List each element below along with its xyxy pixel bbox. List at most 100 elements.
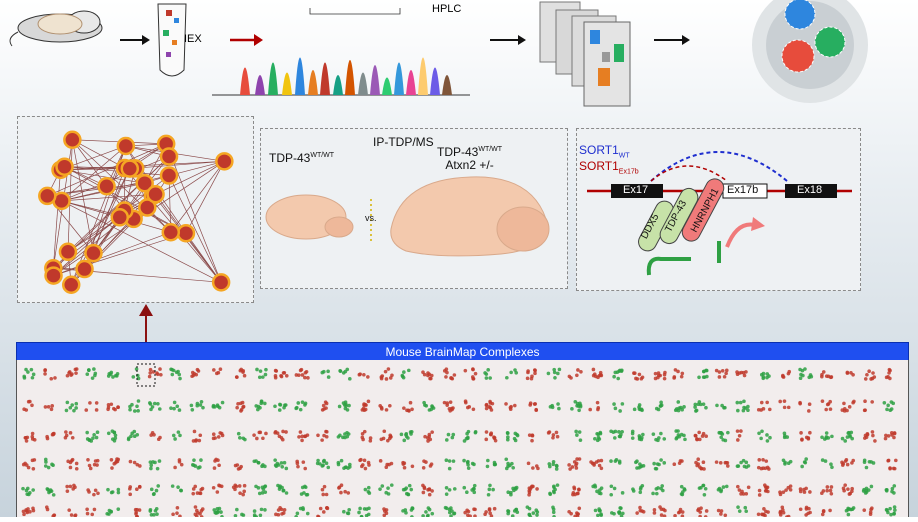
- complex-node: [27, 493, 31, 497]
- complex-cluster: [212, 507, 223, 517]
- complex-node: [149, 508, 153, 512]
- complex-node: [445, 458, 449, 462]
- complex-node: [465, 490, 469, 494]
- complex-node: [149, 460, 153, 464]
- complex-node: [758, 489, 762, 493]
- complex-node: [45, 505, 49, 509]
- complex-cluster: [885, 368, 892, 380]
- complex-node: [659, 432, 663, 436]
- complex-node: [169, 406, 173, 410]
- complex-node: [506, 490, 510, 494]
- complex-cluster: [357, 506, 371, 517]
- complex-node: [801, 374, 805, 378]
- complex-node: [95, 436, 99, 440]
- complex-node: [485, 407, 489, 411]
- complex-node: [513, 368, 517, 372]
- complex-node: [84, 408, 88, 412]
- complex-node: [26, 487, 30, 491]
- complex-node: [660, 513, 664, 517]
- complex-cluster: [462, 484, 476, 494]
- complex-node: [138, 485, 142, 489]
- complex-node: [283, 461, 287, 465]
- complex-cluster: [610, 506, 625, 517]
- complex-cluster: [632, 371, 644, 380]
- complex-node: [828, 509, 832, 513]
- complex-node: [74, 406, 78, 410]
- complex-node: [22, 510, 26, 514]
- complex-node: [871, 371, 875, 375]
- complex-node: [427, 488, 431, 492]
- complex-node: [705, 509, 709, 513]
- complex-node: [683, 438, 687, 442]
- complex-cluster: [276, 484, 288, 495]
- complex-node: [609, 459, 613, 463]
- complex-node: [326, 370, 330, 374]
- complex-node: [33, 458, 37, 462]
- complex-cluster: [191, 458, 203, 469]
- complex-node: [92, 493, 96, 497]
- complex-node: [533, 372, 537, 376]
- complex-node: [105, 512, 109, 516]
- complex-cluster: [652, 458, 666, 470]
- complex-node: [761, 458, 765, 462]
- complex-node: [53, 376, 57, 380]
- complex-node: [652, 462, 656, 466]
- complex-node: [106, 488, 110, 492]
- complex-node: [299, 408, 303, 412]
- complex-cluster: [252, 431, 267, 441]
- complex-node: [808, 490, 812, 494]
- complex-node: [799, 490, 803, 494]
- complex-node: [135, 404, 139, 408]
- complex-node: [218, 507, 222, 511]
- complex-node: [30, 403, 34, 407]
- complex-cluster: [736, 429, 743, 441]
- complex-node: [736, 429, 740, 433]
- complex-node: [199, 488, 203, 492]
- complex-node: [44, 464, 48, 468]
- complex-node: [323, 485, 327, 489]
- complex-cluster: [547, 368, 562, 380]
- complex-node: [170, 373, 174, 377]
- complex-node: [212, 368, 216, 372]
- complex-node: [697, 402, 701, 406]
- complex-node: [156, 373, 160, 377]
- network-panel: [17, 116, 254, 303]
- complex-node: [150, 488, 154, 492]
- complex-node: [600, 459, 604, 463]
- complex-node: [32, 373, 36, 377]
- complex-node: [655, 407, 659, 411]
- complex-node: [613, 487, 617, 491]
- complex-node: [864, 377, 868, 381]
- complex-node: [466, 513, 470, 517]
- complex-node: [781, 508, 785, 512]
- complex-node: [618, 506, 622, 510]
- complex-cluster: [85, 507, 96, 516]
- complex-node: [493, 436, 497, 440]
- complex-cluster: [506, 486, 518, 497]
- complex-node: [764, 489, 768, 493]
- complex-cluster: [694, 457, 706, 470]
- complex-node: [807, 409, 811, 413]
- complex-cluster: [86, 458, 99, 470]
- complex-node: [579, 438, 583, 442]
- complex-cluster: [107, 371, 119, 379]
- complex-node: [697, 375, 701, 379]
- complex-node: [888, 377, 892, 381]
- hplc-label: HPLC: [432, 3, 461, 15]
- complex-node: [849, 431, 853, 435]
- complex-cluster: [192, 430, 202, 443]
- complex-node: [156, 467, 160, 471]
- complex-cluster: [757, 401, 772, 412]
- complex-cluster: [736, 505, 748, 513]
- complex-node: [532, 511, 536, 515]
- complex-node: [409, 401, 413, 405]
- complex-node: [736, 438, 740, 442]
- complex-cluster: [321, 400, 329, 411]
- complex-node: [158, 459, 162, 463]
- complex-node: [803, 367, 807, 371]
- complex-node: [175, 404, 179, 408]
- complex-cluster: [213, 458, 221, 470]
- complex-cluster: [782, 458, 793, 465]
- complex-node: [873, 439, 877, 443]
- complex-node: [261, 463, 265, 467]
